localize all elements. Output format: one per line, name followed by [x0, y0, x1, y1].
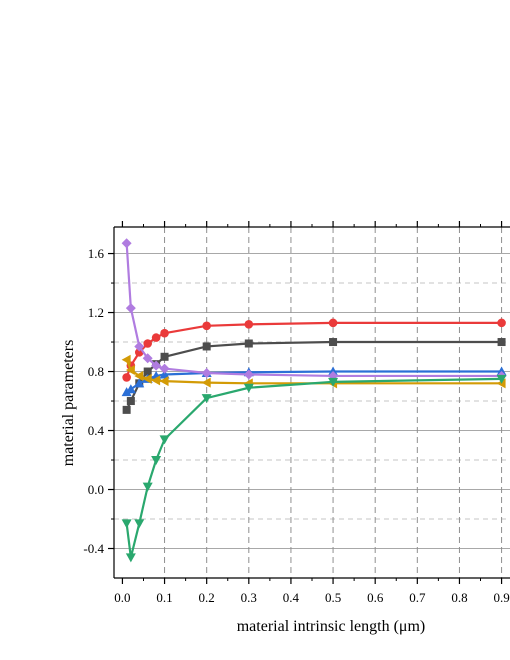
data-point	[125, 303, 136, 314]
x-tick-label: 0.5	[325, 590, 341, 605]
data-point	[328, 377, 339, 387]
data-point	[159, 369, 170, 379]
data-point	[151, 360, 162, 371]
axes	[113, 226, 510, 579]
y-tick-label: 0.0	[88, 482, 104, 497]
series-line	[125, 377, 502, 559]
series-4	[121, 238, 507, 381]
x-tick-label: 0.0	[114, 590, 130, 605]
data-point	[243, 369, 254, 380]
data-point	[134, 378, 145, 388]
grid-lines	[114, 227, 510, 578]
data-point	[244, 320, 254, 329]
data-point	[201, 377, 211, 388]
x-tick-label: 0.9	[493, 590, 509, 605]
data-point	[126, 397, 135, 406]
data-point	[142, 353, 153, 364]
data-point	[151, 333, 161, 342]
data-point	[125, 365, 135, 376]
x-tick-label: 0.1	[156, 590, 172, 605]
data-point	[121, 354, 131, 365]
data-point	[125, 553, 136, 563]
ticks: -0.4 0.0 0.4 0.8 1.2 1.6 0.0 0.1 0.2 0.3 0.4 0.5 0.6…	[83, 221, 510, 605]
data-point	[122, 405, 131, 414]
data-point	[121, 519, 132, 529]
data-point	[134, 341, 145, 352]
data-point	[202, 321, 211, 331]
data-point	[497, 338, 506, 347]
data-point	[201, 368, 212, 379]
x-tick-label: 0.7	[409, 590, 426, 605]
data-point	[201, 394, 212, 404]
data-point	[244, 339, 253, 348]
data-point	[202, 342, 211, 351]
data-point	[160, 352, 169, 361]
data-point	[159, 376, 169, 387]
x-tick-label: 0.3	[241, 590, 257, 605]
data-point	[125, 384, 136, 394]
data-point	[122, 373, 131, 382]
data-point	[121, 238, 132, 249]
data-point	[142, 482, 153, 492]
data-point	[143, 367, 152, 376]
data-point	[134, 370, 144, 381]
y-tick-label: 0.4	[88, 423, 105, 438]
data-point	[142, 373, 152, 384]
data-point	[496, 374, 507, 384]
series-6	[121, 374, 507, 563]
data-point	[497, 318, 506, 328]
data-point	[159, 435, 170, 445]
data-point	[159, 363, 170, 374]
y-tick-label: -0.4	[83, 541, 104, 556]
data-point	[151, 456, 162, 466]
y-axis-title: material parameters	[60, 340, 77, 467]
y-tick-label: 1.6	[88, 246, 105, 261]
x-tick-label: 0.2	[199, 590, 215, 605]
data-point	[121, 387, 132, 397]
data-point	[496, 378, 506, 389]
data-point	[143, 339, 153, 348]
data-point	[243, 383, 254, 393]
x-tick-label: 0.4	[283, 590, 300, 605]
x-axis-title: material intrinsic length (μm)	[237, 618, 426, 635]
series	[121, 238, 507, 563]
data-point	[134, 519, 145, 529]
data-point	[329, 338, 338, 347]
y-tick-label: 1.2	[88, 305, 104, 320]
series-line	[125, 321, 502, 378]
x-tick-label: 0.8	[451, 590, 467, 605]
x-tick-label: 0.6	[367, 590, 384, 605]
y-tick-label: 0.8	[88, 364, 104, 379]
data-point	[328, 318, 338, 328]
series-line	[125, 243, 502, 378]
data-point	[151, 375, 161, 386]
data-point	[160, 328, 169, 338]
